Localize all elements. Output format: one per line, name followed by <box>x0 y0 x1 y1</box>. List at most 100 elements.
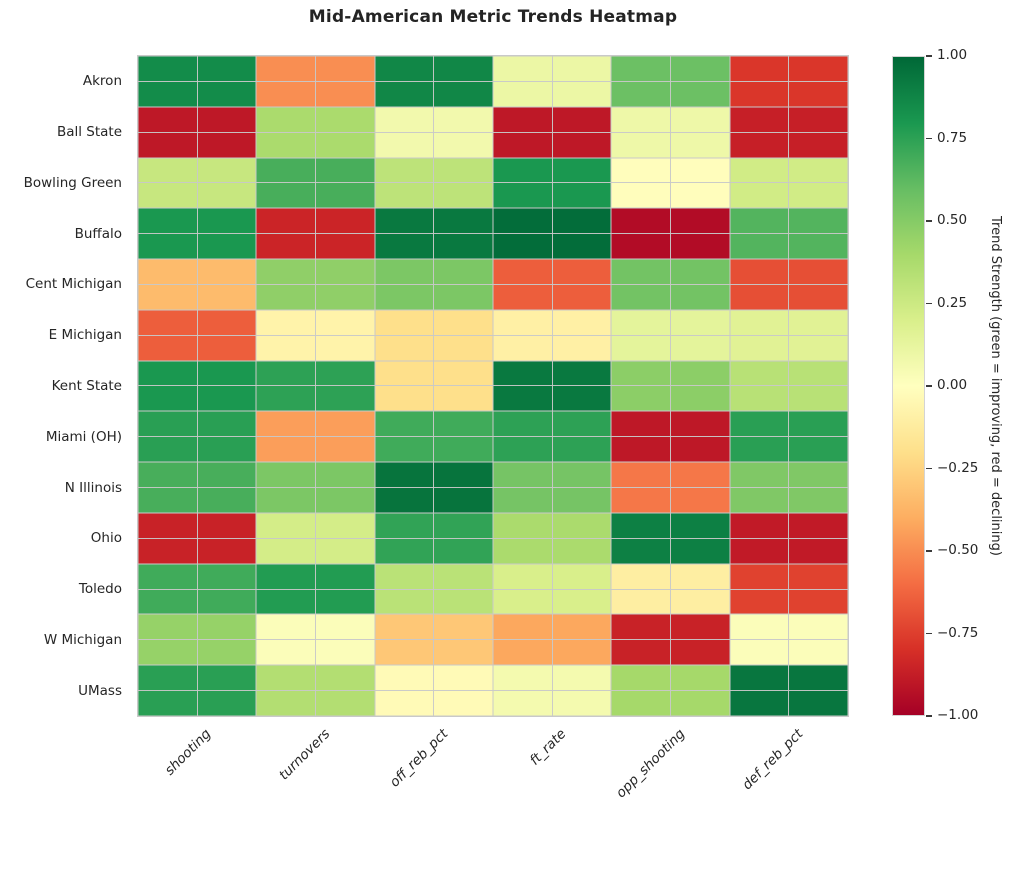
heatmap-cell-cent-michigan-ft_rate <box>493 259 612 310</box>
heatmap-cell-n-illinois-ft_rate <box>493 462 612 513</box>
heatmap-cell-ball-state-ft_rate <box>493 106 612 158</box>
heatmap-cell-e-michigan-turnovers <box>256 309 375 361</box>
heatmap-cell-ball-state-def_reb_pct <box>729 106 849 158</box>
y-axis-label: W Michigan <box>43 631 122 648</box>
figure-canvas: Mid-American Metric Trends Heatmap Akron… <box>0 7 1015 802</box>
heatmap-cell-umass-shooting <box>138 665 257 716</box>
heatmap-cell-e-michigan-def_reb_pct <box>729 309 849 361</box>
heatmap-cell-w-michigan-shooting <box>138 614 257 666</box>
heatmap-cell-buffalo-def_reb_pct <box>729 208 849 260</box>
colorbar-tick-label: 0.25 <box>937 294 968 311</box>
heatmap-cell-miami-oh--shooting <box>138 411 257 463</box>
y-axis-label: Bowling Green <box>23 174 122 191</box>
y-axis-label: Akron <box>82 73 122 90</box>
colorbar-ticks: 1.00 0.75 0.50 0.25 0.00 −0.25 −0.50 −0.75 −1.00 <box>925 47 1015 723</box>
heatmap-cell-umass-def_reb_pct <box>729 665 849 716</box>
colorbar-tick-mark <box>926 715 932 717</box>
heatmap-cell-ohio-opp_shooting <box>611 512 730 564</box>
y-axis-label: Buffalo <box>74 225 122 242</box>
colorbar-tick-label: 0.75 <box>937 129 968 146</box>
colorbar-tick-label: −1.00 <box>937 707 979 723</box>
x-axis-label-off_reb_pct: off_reb_pct <box>386 726 452 791</box>
heatmap-cell-akron-def_reb_pct <box>729 56 849 107</box>
heatmap-cell-miami-oh--def_reb_pct <box>729 411 849 463</box>
heatmap-cell-buffalo-opp_shooting <box>611 208 730 260</box>
x-axis-label-turnovers: turnovers <box>275 726 333 784</box>
heatmap-cell-ball-state-turnovers <box>256 106 375 158</box>
heatmap-cell-buffalo-shooting <box>138 208 257 260</box>
heatmap-cell-bowling-green-shooting <box>138 157 257 209</box>
colorbar-tick-label: 0.50 <box>937 212 968 228</box>
heatmap-cell-akron-shooting <box>138 56 257 107</box>
heatmap-cell-kent-state-turnovers <box>256 360 375 412</box>
heatmap-cell-kent-state-shooting <box>138 360 257 412</box>
heatmap-cell-akron-opp_shooting <box>611 56 730 107</box>
heatmap-cell-cent-michigan-turnovers <box>256 259 375 310</box>
heatmap-cell-cent-michigan-off_reb_pct <box>374 259 494 310</box>
heatmap-cell-w-michigan-turnovers <box>256 614 375 666</box>
heatmap-cell-w-michigan-def_reb_pct <box>729 614 849 666</box>
colorbar-tick-mark <box>926 550 932 552</box>
heatmap-cell-ball-state-shooting <box>138 106 257 158</box>
colorbar-tick-mark <box>926 55 932 57</box>
heatmap-cell-kent-state-def_reb_pct <box>729 360 849 412</box>
heatmap-cell-akron-ft_rate <box>493 56 612 107</box>
colorbar-tick-mark <box>926 385 932 387</box>
heatmap-cell-toledo-off_reb_pct <box>374 563 494 615</box>
heatmap-cell-toledo-ft_rate <box>493 563 612 615</box>
heatmap-cell-umass-ft_rate <box>493 665 612 716</box>
colorbar-tick-mark <box>926 467 932 470</box>
heatmap-cell-toledo-def_reb_pct <box>729 563 849 615</box>
heatmap-cell-w-michigan-opp_shooting <box>611 614 730 666</box>
heatmap-cell-bowling-green-turnovers <box>256 157 375 209</box>
colorbar-tick-mark <box>926 137 932 140</box>
colorbar-tick-label: 0.00 <box>937 377 968 393</box>
heatmap-cell-buffalo-turnovers <box>256 208 375 260</box>
heatmap-cell-bowling-green-ft_rate <box>493 157 612 209</box>
heatmap-cell-e-michigan-ft_rate <box>493 309 612 361</box>
heatmap-cell-w-michigan-off_reb_pct <box>374 614 494 666</box>
heatmap-cell-miami-oh--ft_rate <box>493 411 612 463</box>
colorbar-gradient <box>893 57 924 715</box>
heatmap-cell-ball-state-off_reb_pct <box>374 106 494 158</box>
colorbar-tick-mark <box>926 302 932 305</box>
y-axis-label: UMass <box>78 682 122 699</box>
heatmap-cell-buffalo-off_reb_pct <box>374 208 494 260</box>
heatmap-cell-toledo-turnovers <box>256 563 375 615</box>
x-axis-label-ft_rate: ft_rate <box>526 726 570 769</box>
colorbar-tick-mark <box>926 632 932 635</box>
colorbar-tick-label: −0.75 <box>937 624 979 641</box>
heatmap-cell-miami-oh--off_reb_pct <box>374 411 494 463</box>
heatmap-cell-bowling-green-opp_shooting <box>611 157 730 209</box>
colorbar-tick-label: −0.25 <box>937 459 979 476</box>
heatmap-cell-toledo-shooting <box>138 563 257 615</box>
y-axis-label: Toledo <box>78 581 122 598</box>
y-axis-label: N Illinois <box>64 479 122 496</box>
heatmap-cell-n-illinois-off_reb_pct <box>374 462 494 513</box>
heatmap-grid <box>137 55 849 717</box>
heatmap-cell-cent-michigan-shooting <box>138 259 257 310</box>
heatmap-cell-akron-turnovers <box>256 56 375 107</box>
heatmap-cell-akron-off_reb_pct <box>374 56 494 107</box>
y-axis-labels: Akron Ball State Bowling Green Buffalo Cent … <box>0 56 130 716</box>
heatmap-cell-bowling-green-def_reb_pct <box>729 157 849 209</box>
heatmap-cell-n-illinois-turnovers <box>256 462 375 513</box>
y-axis-label: Ohio <box>90 530 122 547</box>
heatmap-cell-umass-off_reb_pct <box>374 665 494 716</box>
colorbar-axis-label: Trend Strength (green = improving, red =… <box>988 216 1003 556</box>
colorbar-tick-label: 1.00 <box>937 47 968 63</box>
heatmap-cell-n-illinois-def_reb_pct <box>729 462 849 513</box>
y-axis-label: Ball State <box>56 124 122 141</box>
heatmap-cell-toledo-opp_shooting <box>611 563 730 615</box>
y-axis-label: Miami (OH) <box>45 428 122 445</box>
heatmap-cell-bowling-green-off_reb_pct <box>374 157 494 209</box>
heatmap-cell-ohio-def_reb_pct <box>729 512 849 564</box>
heatmap-cell-n-illinois-opp_shooting <box>611 462 730 513</box>
heatmap-cell-e-michigan-opp_shooting <box>611 309 730 361</box>
heatmap-cell-cent-michigan-opp_shooting <box>611 259 730 310</box>
colorbar-tick-label: −0.50 <box>937 542 979 558</box>
heatmap-cell-ohio-ft_rate <box>493 512 612 564</box>
heatmap-cell-umass-turnovers <box>256 665 375 716</box>
heatmap-cell-kent-state-opp_shooting <box>611 360 730 412</box>
heatmap-cell-kent-state-ft_rate <box>493 360 612 412</box>
